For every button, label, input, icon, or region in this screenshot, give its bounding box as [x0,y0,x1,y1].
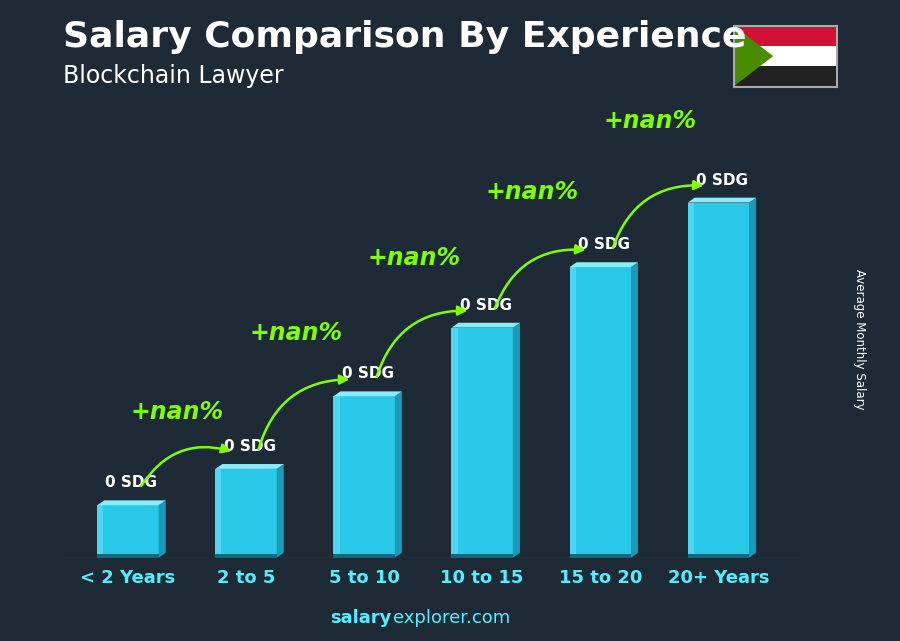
Text: Blockchain Lawyer: Blockchain Lawyer [63,65,284,88]
Polygon shape [97,501,166,505]
Bar [688,203,749,558]
Bar [97,505,158,558]
Polygon shape [513,323,520,558]
Text: 0 SDG: 0 SDG [578,237,630,252]
Text: Average Monthly Salary: Average Monthly Salary [853,269,866,410]
Text: salary: salary [330,609,392,627]
Bar [333,396,339,558]
Bar [215,469,221,558]
Polygon shape [276,464,284,558]
Text: 0 SDG: 0 SDG [105,475,158,490]
Polygon shape [688,197,756,203]
Bar [452,554,513,558]
Bar [734,46,837,66]
Text: explorer.com: explorer.com [393,609,510,627]
Text: Salary Comparison By Experience: Salary Comparison By Experience [63,21,746,54]
Bar [570,267,631,558]
Polygon shape [631,262,638,558]
Text: 0 SDG: 0 SDG [223,439,275,454]
Text: +nan%: +nan% [603,109,697,133]
Bar [688,554,749,558]
Bar [570,554,631,558]
Bar [215,469,276,558]
Polygon shape [158,501,166,558]
Bar [734,66,837,87]
Polygon shape [215,464,284,469]
Text: 0 SDG: 0 SDG [460,297,512,313]
Bar [97,554,158,558]
Polygon shape [333,392,402,396]
Polygon shape [749,197,756,558]
Polygon shape [734,26,773,87]
Polygon shape [395,392,402,558]
Bar [734,26,837,46]
Bar [215,554,276,558]
Polygon shape [452,323,520,328]
Text: 0 SDG: 0 SDG [696,172,748,188]
Bar [452,328,457,558]
Text: +nan%: +nan% [131,400,224,424]
Bar [97,505,104,558]
Text: +nan%: +nan% [249,321,342,345]
Bar [688,203,694,558]
Bar [452,328,513,558]
Polygon shape [570,262,638,267]
Text: 0 SDG: 0 SDG [342,366,393,381]
Bar [333,396,395,558]
Text: +nan%: +nan% [485,179,579,204]
Bar [333,554,395,558]
Bar [570,267,576,558]
Text: +nan%: +nan% [367,246,460,271]
